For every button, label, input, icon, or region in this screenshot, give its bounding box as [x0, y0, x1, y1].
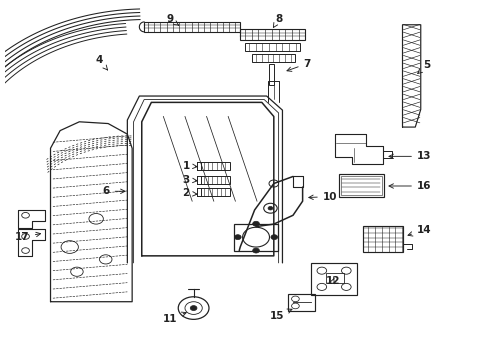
Text: 2: 2: [183, 188, 197, 198]
Bar: [252, 54, 295, 62]
Bar: [144, 22, 240, 32]
Circle shape: [271, 235, 278, 240]
Text: 3: 3: [183, 175, 197, 185]
Bar: [339, 174, 384, 197]
Bar: [311, 263, 357, 294]
Text: 6: 6: [102, 186, 125, 196]
Circle shape: [253, 248, 259, 253]
Text: 13: 13: [389, 151, 431, 161]
Text: 5: 5: [417, 60, 431, 73]
Text: 9: 9: [166, 14, 178, 25]
Bar: [201, 189, 230, 196]
Text: 12: 12: [325, 276, 340, 286]
Bar: [363, 226, 403, 252]
Bar: [341, 176, 382, 195]
Bar: [288, 294, 315, 311]
Bar: [269, 64, 274, 85]
Text: 16: 16: [389, 181, 431, 191]
Text: 8: 8: [273, 14, 282, 27]
Text: 7: 7: [287, 59, 311, 71]
Circle shape: [234, 235, 241, 240]
Bar: [201, 176, 230, 184]
Text: 1: 1: [183, 161, 197, 171]
Circle shape: [268, 207, 273, 210]
Bar: [234, 224, 278, 251]
Bar: [240, 29, 305, 40]
Bar: [201, 162, 230, 170]
Text: 17: 17: [15, 232, 41, 242]
Circle shape: [190, 306, 197, 311]
Text: 4: 4: [96, 55, 108, 70]
Bar: [245, 43, 300, 51]
Text: 11: 11: [163, 312, 186, 324]
Text: 14: 14: [408, 225, 432, 236]
Text: 15: 15: [270, 309, 292, 321]
Text: 10: 10: [309, 192, 337, 202]
Circle shape: [253, 221, 259, 226]
Bar: [326, 274, 344, 283]
